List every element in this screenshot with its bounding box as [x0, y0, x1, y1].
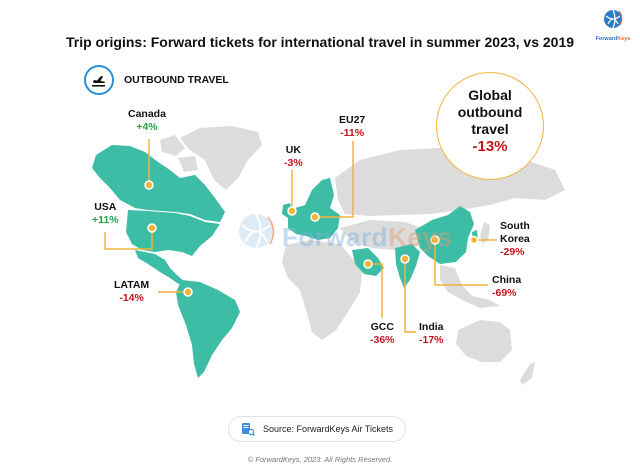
region-label-canada: Canada +4%: [128, 108, 166, 134]
india-marker[interactable]: [400, 254, 410, 264]
latam-marker[interactable]: [183, 287, 193, 297]
region-label-latam: LATAM -14%: [114, 279, 149, 305]
region-label-south-korea: South Korea -29%: [500, 220, 530, 259]
greenland-shape: [180, 126, 262, 190]
usa-marker[interactable]: [147, 223, 157, 233]
region-label-india: India -17%: [419, 321, 444, 347]
region-name: UK: [285, 144, 301, 156]
india-shape: [395, 244, 420, 288]
region-value: -36%: [370, 334, 395, 346]
australia-shape: [456, 320, 512, 362]
europe-shape: [288, 178, 340, 240]
region-name-line2: Korea: [500, 233, 530, 245]
plane-departure-icon: [84, 65, 114, 95]
source-text: Source: ForwardKeys Air Tickets: [263, 424, 394, 434]
uk-marker[interactable]: [287, 206, 297, 216]
canada-shape: [92, 145, 225, 222]
china-shape: [415, 206, 474, 264]
region-name: China: [492, 274, 522, 286]
source-pill: Source: ForwardKeys Air Tickets: [228, 416, 406, 442]
eu27-marker[interactable]: [310, 212, 320, 222]
region-label-uk: UK -3%: [284, 144, 303, 170]
region-markers: [144, 180, 479, 297]
region-value: -11%: [340, 127, 365, 139]
eu27-leader: [316, 141, 354, 218]
forwardkeys-watermark: ForwardKeys: [282, 222, 452, 253]
region-label-usa: USA +11%: [92, 201, 119, 227]
region-name: EU27: [339, 114, 366, 126]
china-marker[interactable]: [430, 235, 440, 245]
global-outbound-badge: Global outbound travel -13%: [436, 72, 544, 180]
leader-lines: [104, 139, 497, 333]
section-label: OUTBOUND TRAVEL: [124, 74, 229, 86]
usa-leader: [104, 228, 153, 250]
region-name: Canada: [128, 108, 166, 120]
region-value: -29%: [500, 246, 525, 258]
logo-text-keys: Keys: [617, 36, 631, 42]
region-value: -14%: [119, 292, 144, 304]
region-value: -17%: [419, 334, 444, 346]
region-value: +11%: [92, 214, 119, 226]
region-name: GCC: [370, 321, 394, 333]
central-asia-shape: [340, 220, 428, 250]
region-name-line1: South: [500, 220, 530, 232]
india-leader: [404, 262, 416, 333]
copyright: © ForwardKeys, 2023. All Rights Reserved…: [247, 455, 393, 464]
chart-title: Trip origins: Forward tickets for intern…: [65, 34, 575, 50]
logo-text-forward: Forward: [595, 36, 618, 42]
document-search-icon: [242, 423, 255, 436]
global-line3: travel: [471, 121, 509, 137]
region-name: USA: [94, 201, 117, 213]
outbound-travel-header: OUTBOUND TRAVEL: [84, 65, 229, 95]
region-name: LATAM: [114, 279, 150, 291]
region-label-eu27: EU27 -11%: [339, 114, 365, 140]
region-value: +4%: [136, 121, 158, 133]
region-value: -3%: [284, 157, 303, 169]
arctic-islands-shape: [160, 135, 198, 172]
south-america-shape: [176, 280, 240, 378]
logo-wordmark: ForwardKeys: [595, 36, 631, 42]
china-leader: [434, 240, 488, 286]
watermark-globe-icon: [239, 213, 275, 249]
new-zealand-shape: [520, 362, 535, 385]
africa-shape: [282, 240, 362, 340]
global-value: -13%: [472, 138, 508, 155]
forwardkeys-logo: ForwardKeys: [595, 8, 631, 42]
gcc-leader: [370, 263, 383, 318]
japan-shape: [480, 222, 490, 244]
globe-logo-icon: [604, 9, 623, 29]
southeast-asia-shape: [440, 265, 500, 308]
central-america-shape: [135, 250, 185, 285]
region-label-china: China -69%: [492, 274, 521, 300]
south-korea-marker[interactable]: [469, 235, 479, 245]
watermark-forward: Forward: [282, 222, 389, 252]
canada-marker[interactable]: [144, 180, 154, 190]
region-label-gcc: GCC -36%: [370, 321, 395, 347]
usa-shape: [126, 210, 220, 256]
region-name: India: [419, 321, 444, 333]
region-value: -69%: [492, 287, 517, 299]
global-line1: Global: [468, 87, 512, 103]
gcc-marker[interactable]: [363, 259, 373, 269]
global-line2: outbound: [457, 104, 523, 120]
watermark-keys: Keys: [388, 222, 453, 252]
